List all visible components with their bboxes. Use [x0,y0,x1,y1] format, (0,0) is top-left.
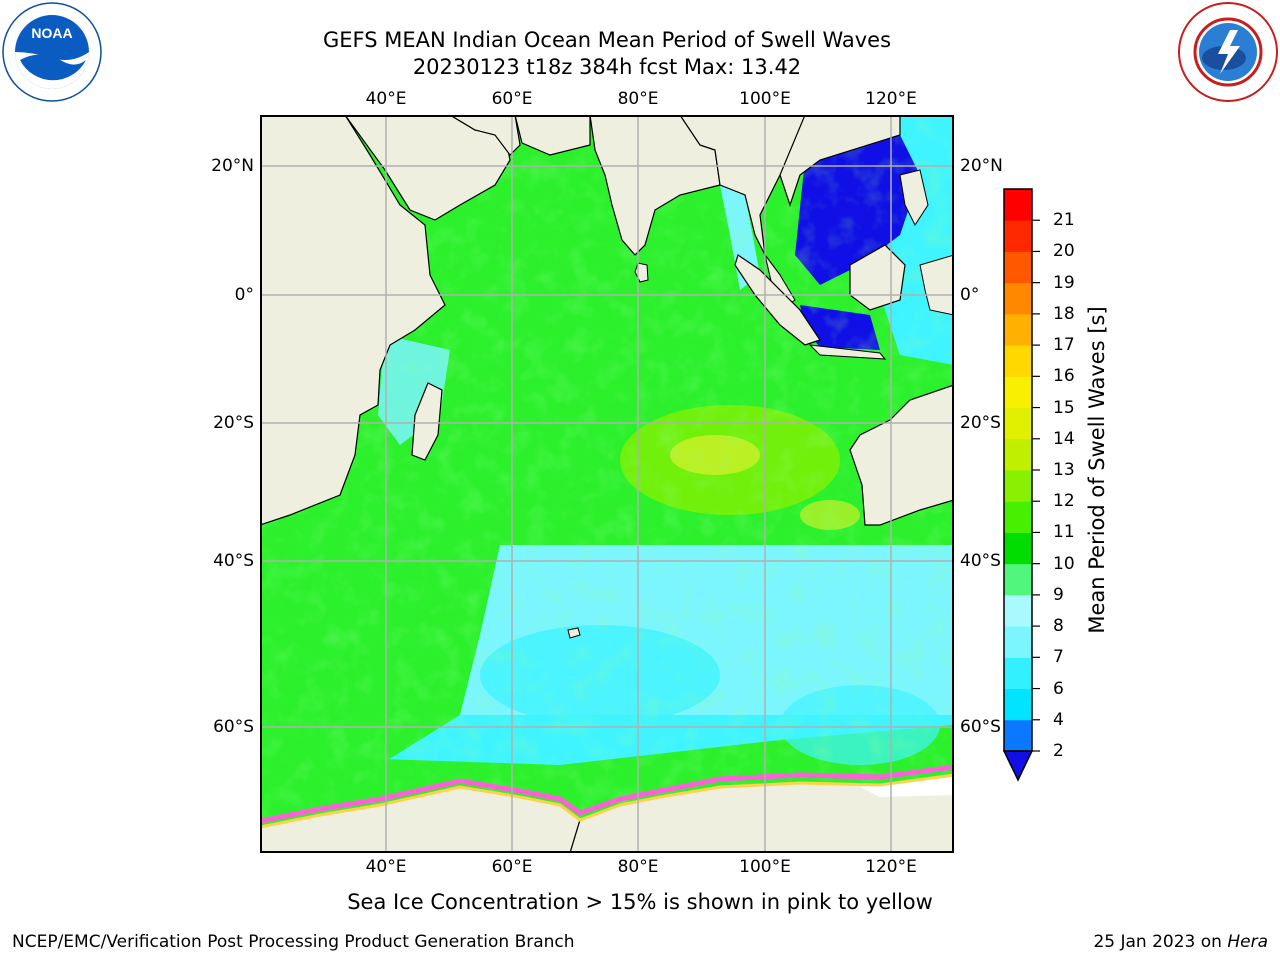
colorbar-segment [1004,719,1032,752]
land-madagascar [411,382,443,461]
lon-tick-bottom: 40°E [365,857,407,877]
colorbar-segment [1004,532,1032,565]
lon-tick-bottom: 80°E [617,857,659,877]
colorbar-segment [1004,407,1032,440]
colorbar-segment [1004,251,1032,284]
land-sumatra [734,254,821,346]
lat-tick-left: 0° [234,285,254,305]
footer-machine: Hera [1227,932,1268,952]
colorbar-tick-label: 2 [1053,741,1064,761]
colorbar-segment [1004,376,1032,409]
colorbar-segment [1004,313,1032,346]
lat-tick-right: 20°N [960,156,1003,176]
sea-ice-note: Sea Ice Concentration > 15% is shown in … [347,890,933,914]
colorbar-segment [1004,657,1032,690]
land-java [808,344,887,360]
chart-subtitle: 20230123 t18z 384h fcst Max: 13.42 [412,55,802,79]
colorbar [1002,188,1040,782]
chart-title: GEFS MEAN Indian Ocean Mean Period of Sw… [322,28,892,52]
colorbar-tick-label: 10 [1053,553,1075,574]
lat-tick-left: 20°S [213,413,254,433]
land-kerguelen [567,627,581,639]
lon-tick-top: 40°E [365,89,407,109]
colorbar-tick-label: 21 [1053,210,1075,231]
land-iran-pakistan [514,115,591,156]
lon-tick-top: 60°E [491,89,533,109]
colorbar-tick-label: 19 [1053,272,1075,293]
colorbar-segment [1004,282,1032,315]
footer-date: 25 Jan 2023 on Hera [1093,932,1268,952]
lat-tick-right: 0° [960,285,980,305]
colorbar-segment [1004,189,1032,221]
colorbar-tick-label: 12 [1053,491,1075,512]
lon-tick-top: 100°E [739,89,791,109]
map-frame [260,115,954,853]
lat-tick-right: 60°S [960,717,1001,737]
colorbar-segment [1004,438,1032,471]
lat-tick-right: 40°S [960,551,1001,571]
colorbar-tick-label: 14 [1053,428,1075,449]
colorbar-title: Mean Period of Swell Waves [s] [1085,306,1109,634]
nws-logo [1178,2,1278,102]
lat-tick-left: 40°S [213,551,254,571]
lon-tick-bottom: 100°E [739,857,791,877]
colorbar-tick-label: 9 [1053,584,1064,605]
lon-tick-bottom: 60°E [491,857,533,877]
lon-tick-bottom: 120°E [865,857,917,877]
colorbar-tick-label: 16 [1053,366,1075,387]
colorbar-tick-label: 17 [1053,335,1075,356]
land-antarctica-coast-white [860,777,954,797]
colorbar-segment [1004,594,1032,627]
land-philippines [899,169,929,227]
sea-ice-fringe [260,764,954,824]
lon-tick-top: 80°E [617,89,659,109]
colorbar-tick-label: 13 [1053,460,1075,480]
colorbar-tick-label: 4 [1053,709,1064,730]
graticule [260,115,954,853]
land-indochina [779,115,901,207]
colorbar-segment [1004,501,1032,533]
footer-date-text: 25 Jan 2023 on [1093,932,1222,952]
colorbar-segment [1004,563,1032,596]
colorbar-segment [1004,470,1032,502]
colorbar-segment [1004,688,1032,721]
colorbar-segment [1004,626,1032,658]
noaa-logo: NOAA [2,2,102,102]
lat-tick-right: 20°S [960,413,1001,433]
lon-tick-top: 120°E [865,89,917,109]
lat-tick-left: 20°N [211,156,254,176]
sea-ice-fringe-inner [260,773,954,829]
colorbar-tick-label: 18 [1053,303,1075,324]
colorbar-tick-label: 20 [1053,241,1075,262]
colorbar-tick-label: 7 [1053,647,1064,668]
colorbar-tick-label: 15 [1053,397,1075,418]
colorbar-segments [1004,189,1032,752]
land-sulawesi-new-guinea [919,254,954,316]
colorbar-tick-label: 11 [1053,522,1075,543]
colorbar-segment [1004,220,1032,252]
svg-text:NOAA: NOAA [31,25,72,41]
land-persia [448,115,521,156]
colorbar-tick-label: 8 [1053,616,1064,637]
lat-tick-left: 60°S [213,717,254,737]
land-australia [849,384,954,526]
indian-ocean-map [260,115,954,853]
footer-organization: NCEP/EMC/Verification Post Processing Pr… [12,932,575,952]
colorbar-tick-label: 6 [1053,678,1064,699]
colorbar-under-arrow [1002,750,1034,782]
colorbar-segment [1004,345,1032,377]
